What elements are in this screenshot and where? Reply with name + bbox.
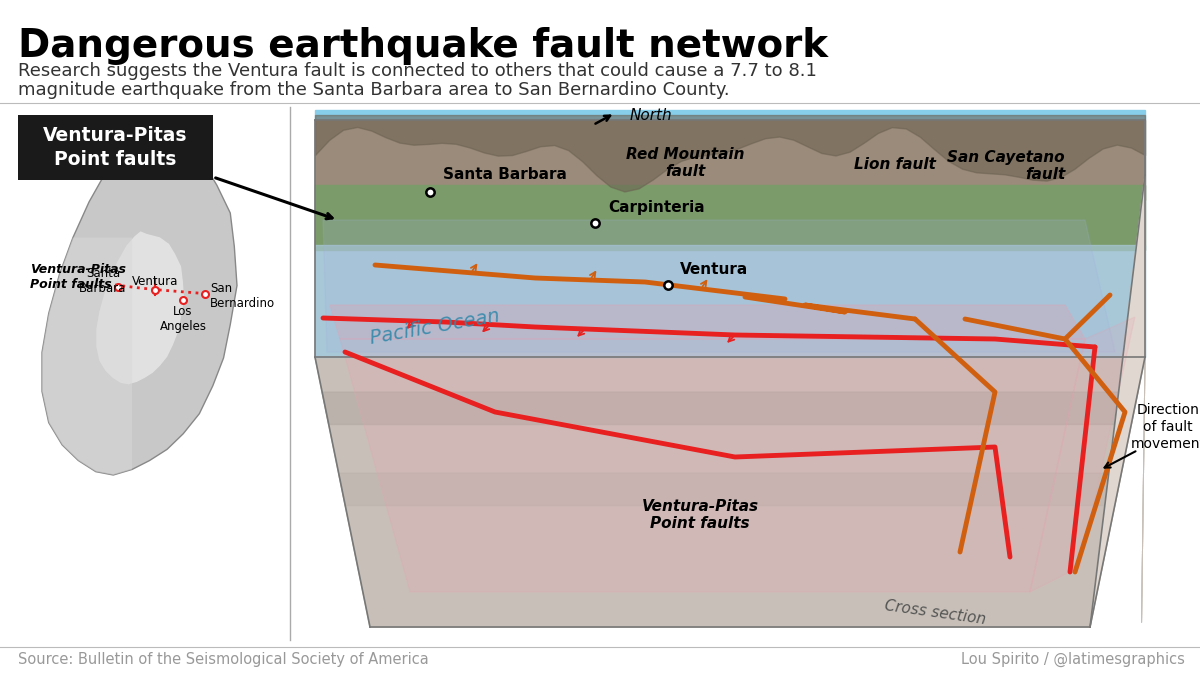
Text: Santa
Barbara: Santa Barbara bbox=[79, 267, 127, 295]
Text: Ventura-Pitas
Point faults: Ventura-Pitas Point faults bbox=[30, 263, 126, 291]
Polygon shape bbox=[314, 120, 1145, 200]
Text: Ventura: Ventura bbox=[680, 262, 749, 277]
Text: Research suggests the Ventura fault is connected to others that could cause a 7.: Research suggests the Ventura fault is c… bbox=[18, 62, 817, 80]
Text: San Cayetano
fault: San Cayetano fault bbox=[947, 150, 1066, 182]
Polygon shape bbox=[42, 135, 238, 475]
Polygon shape bbox=[314, 120, 1145, 357]
Text: Cross section: Cross section bbox=[883, 599, 986, 628]
Text: Direction
of fault
movement: Direction of fault movement bbox=[1130, 403, 1200, 452]
Polygon shape bbox=[1090, 120, 1145, 627]
Polygon shape bbox=[353, 541, 1108, 573]
Text: Ventura: Ventura bbox=[132, 275, 178, 288]
Text: Red Mountain
fault: Red Mountain fault bbox=[625, 147, 744, 180]
Text: San
Bernardino: San Bernardino bbox=[210, 282, 275, 310]
Polygon shape bbox=[330, 305, 1085, 339]
Polygon shape bbox=[314, 245, 1145, 357]
Text: Lou Spirito / @latimesgraphics: Lou Spirito / @latimesgraphics bbox=[961, 652, 1186, 667]
Text: Ventura-Pitas
Point faults: Ventura-Pitas Point faults bbox=[642, 499, 758, 531]
Text: Pacific Ocean: Pacific Ocean bbox=[368, 306, 502, 348]
Text: North: North bbox=[630, 108, 673, 123]
Text: Los
Angeles: Los Angeles bbox=[160, 305, 206, 333]
FancyBboxPatch shape bbox=[18, 115, 214, 180]
Text: Dangerous earthquake fault network: Dangerous earthquake fault network bbox=[18, 27, 828, 65]
Text: Lion fault: Lion fault bbox=[854, 157, 936, 172]
Polygon shape bbox=[314, 357, 1145, 627]
Polygon shape bbox=[338, 473, 1121, 506]
Polygon shape bbox=[314, 185, 1145, 250]
Polygon shape bbox=[42, 238, 132, 475]
Text: Carpinteria: Carpinteria bbox=[608, 200, 704, 215]
Polygon shape bbox=[323, 220, 1115, 352]
Polygon shape bbox=[340, 339, 1085, 592]
Polygon shape bbox=[322, 392, 1138, 425]
Polygon shape bbox=[314, 110, 1145, 120]
Text: Santa Barbara: Santa Barbara bbox=[443, 167, 566, 182]
Text: Ventura-Pitas
Point faults: Ventura-Pitas Point faults bbox=[43, 126, 187, 169]
Polygon shape bbox=[1030, 317, 1135, 592]
Polygon shape bbox=[96, 232, 184, 384]
Text: magnitude earthquake from the Santa Barbara area to San Bernardino County.: magnitude earthquake from the Santa Barb… bbox=[18, 81, 730, 99]
Text: Source: Bulletin of the Seismological Society of America: Source: Bulletin of the Seismological So… bbox=[18, 652, 428, 667]
